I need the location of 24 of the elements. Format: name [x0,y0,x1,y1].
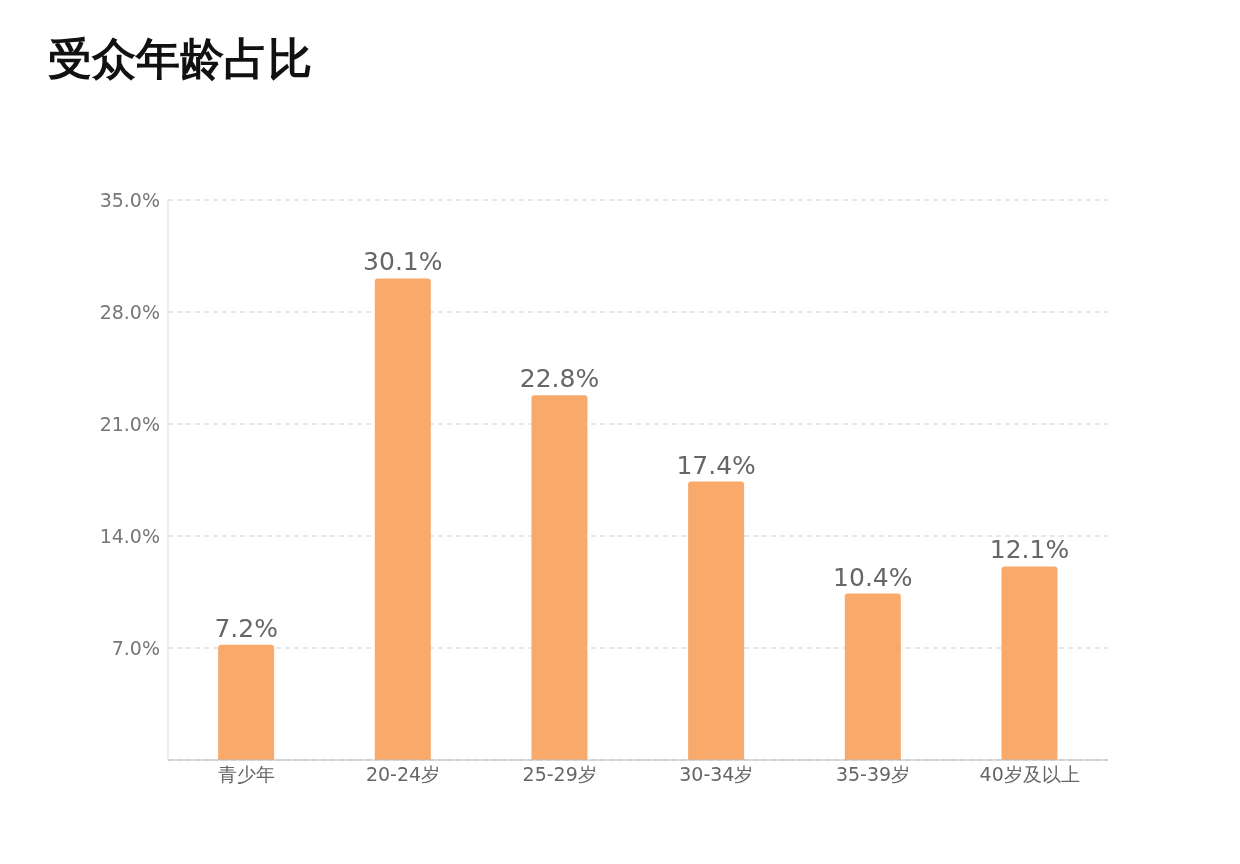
y-tick-label: 35.0% [99,188,160,211]
y-tick-label: 14.0% [99,524,160,547]
x-tick-label: 30-34岁 [679,763,754,786]
data-label: 17.4% [676,450,756,480]
bar [844,593,901,760]
data-label: 7.2% [214,613,278,643]
x-tick-label: 青少年 [217,763,275,786]
bar [218,644,275,760]
y-tick-label: 7.0% [111,636,160,659]
data-label: 22.8% [519,364,600,394]
x-tick-label: 25-29岁 [522,763,597,786]
y-tick-label: 28.0% [99,300,160,323]
bar [531,395,588,760]
y-tick-label: 21.0% [99,412,160,435]
x-tick-label: 20-24岁 [365,763,441,786]
x-tick-label: 40岁及以上 [979,763,1080,786]
data-label: 30.1% [363,247,443,277]
bar [1001,566,1058,760]
x-tick-label: 35-39岁 [835,763,911,786]
chart-title: 受众年龄占比 [47,32,313,86]
bar [374,278,431,760]
data-label: 10.4% [833,562,913,592]
data-label: 12.1% [989,535,1070,565]
bar [688,481,745,760]
